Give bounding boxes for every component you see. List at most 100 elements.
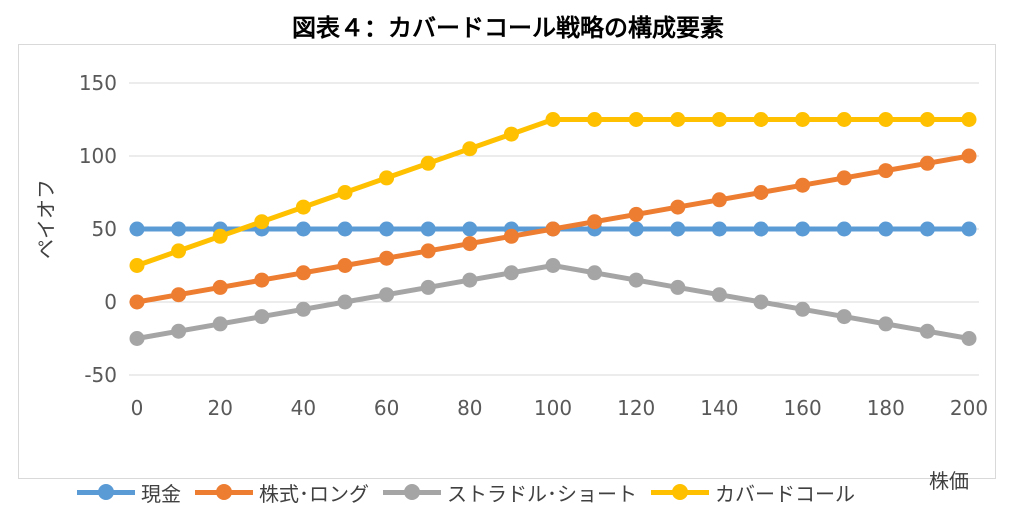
legend-swatch [77, 483, 135, 500]
data-point [919, 221, 935, 237]
data-point [171, 221, 187, 237]
data-point [129, 258, 145, 273]
data-point [171, 323, 187, 339]
chart-area: -50 0 50 100 150 0 20 40 60 80 100 120 140 160 180 200… [18, 44, 996, 506]
data-point [545, 221, 561, 237]
data-point [462, 236, 478, 252]
x-tick-label: 100 [534, 396, 572, 420]
data-point [670, 199, 686, 215]
data-point [878, 221, 894, 237]
data-point [919, 155, 935, 171]
y-tick-label: 150 [79, 71, 117, 95]
legend-item-1: 株式･ロング [195, 478, 369, 507]
legend-label: ストラドル･ショート [447, 481, 637, 506]
data-point [337, 185, 353, 200]
legend-swatch [383, 483, 441, 500]
data-point [545, 112, 561, 127]
data-point [628, 206, 644, 222]
data-point [503, 265, 519, 281]
data-point [379, 170, 395, 186]
data-point [795, 177, 811, 193]
x-tick-label: 0 [131, 396, 144, 420]
data-point [836, 112, 852, 127]
x-axis-label: 株価 [929, 469, 969, 493]
chart-title: 図表４：カバードコール戦略の構成要素 [292, 14, 724, 42]
x-tick-label: 20 [207, 396, 232, 420]
legend-swatch [195, 483, 253, 500]
data-point [337, 294, 353, 310]
series-1 [129, 148, 977, 310]
y-tick-labels: -50 0 50 100 150 [79, 71, 117, 387]
x-tick-label: 60 [374, 396, 399, 420]
data-point [753, 185, 769, 200]
data-point [379, 221, 395, 237]
data-point [670, 112, 686, 127]
y-tick-label: 50 [92, 217, 117, 241]
legend-item-2: ストラドル･ショート [383, 478, 637, 507]
data-point [961, 221, 977, 237]
data-point [753, 294, 769, 310]
data-point [503, 126, 519, 142]
data-point [129, 294, 145, 310]
data-point [919, 112, 935, 127]
data-point [961, 331, 977, 346]
legend: 現金 株式･ロング ストラドル･ショート カバードコール [77, 477, 869, 507]
data-point [919, 323, 935, 339]
data-point [711, 112, 727, 127]
plot-svg: -50 0 50 100 150 0 20 40 60 80 100 120 140 160 180 200… [34, 71, 988, 420]
legend-marker [216, 483, 232, 500]
data-point [420, 243, 436, 259]
data-point [836, 221, 852, 237]
x-tick-label: 40 [291, 396, 316, 420]
series-group [129, 112, 977, 346]
data-point [212, 316, 228, 332]
legend-label: 株式･ロング [259, 481, 369, 506]
data-point [420, 279, 436, 295]
data-point [295, 265, 311, 281]
series-line [136, 117, 969, 268]
x-tick-label: 160 [784, 396, 822, 420]
x-tick-label: 180 [867, 396, 905, 420]
legend-label: 現金 [141, 481, 181, 506]
data-point [670, 279, 686, 295]
data-point [753, 112, 769, 127]
data-point [254, 309, 270, 325]
legend-item-0: 現金 [77, 478, 181, 507]
legend-label: カバードコール [715, 481, 855, 506]
data-point [878, 316, 894, 332]
data-point [628, 112, 644, 127]
data-point [795, 112, 811, 127]
legend-marker [672, 483, 688, 500]
data-point [711, 221, 727, 237]
data-point [462, 221, 478, 237]
data-point [795, 221, 811, 237]
data-point [753, 221, 769, 237]
data-point [462, 272, 478, 288]
data-point [711, 287, 727, 303]
x-tick-labels: 0 20 40 60 80 100 120 140 160 180 200 [131, 396, 988, 420]
data-point [420, 155, 436, 171]
data-point [212, 228, 228, 244]
data-point [295, 301, 311, 317]
y-axis-label: ペイオフ [34, 179, 58, 259]
data-point [295, 221, 311, 237]
y-tick-label: 0 [104, 290, 117, 314]
y-tick-label: -50 [84, 363, 117, 387]
data-point [628, 272, 644, 288]
legend-item-3: カバードコール [651, 478, 855, 507]
series-2 [129, 258, 977, 346]
data-point [379, 287, 395, 303]
data-point [171, 243, 187, 259]
data-point [503, 228, 519, 244]
data-point [670, 221, 686, 237]
data-point [254, 272, 270, 288]
data-point [587, 265, 603, 281]
data-point [836, 309, 852, 325]
data-point [212, 279, 228, 295]
data-point [628, 221, 644, 237]
legend-marker [98, 483, 114, 500]
data-point [711, 192, 727, 208]
legend-swatch [651, 483, 709, 500]
data-point [961, 148, 977, 164]
data-point [878, 163, 894, 179]
